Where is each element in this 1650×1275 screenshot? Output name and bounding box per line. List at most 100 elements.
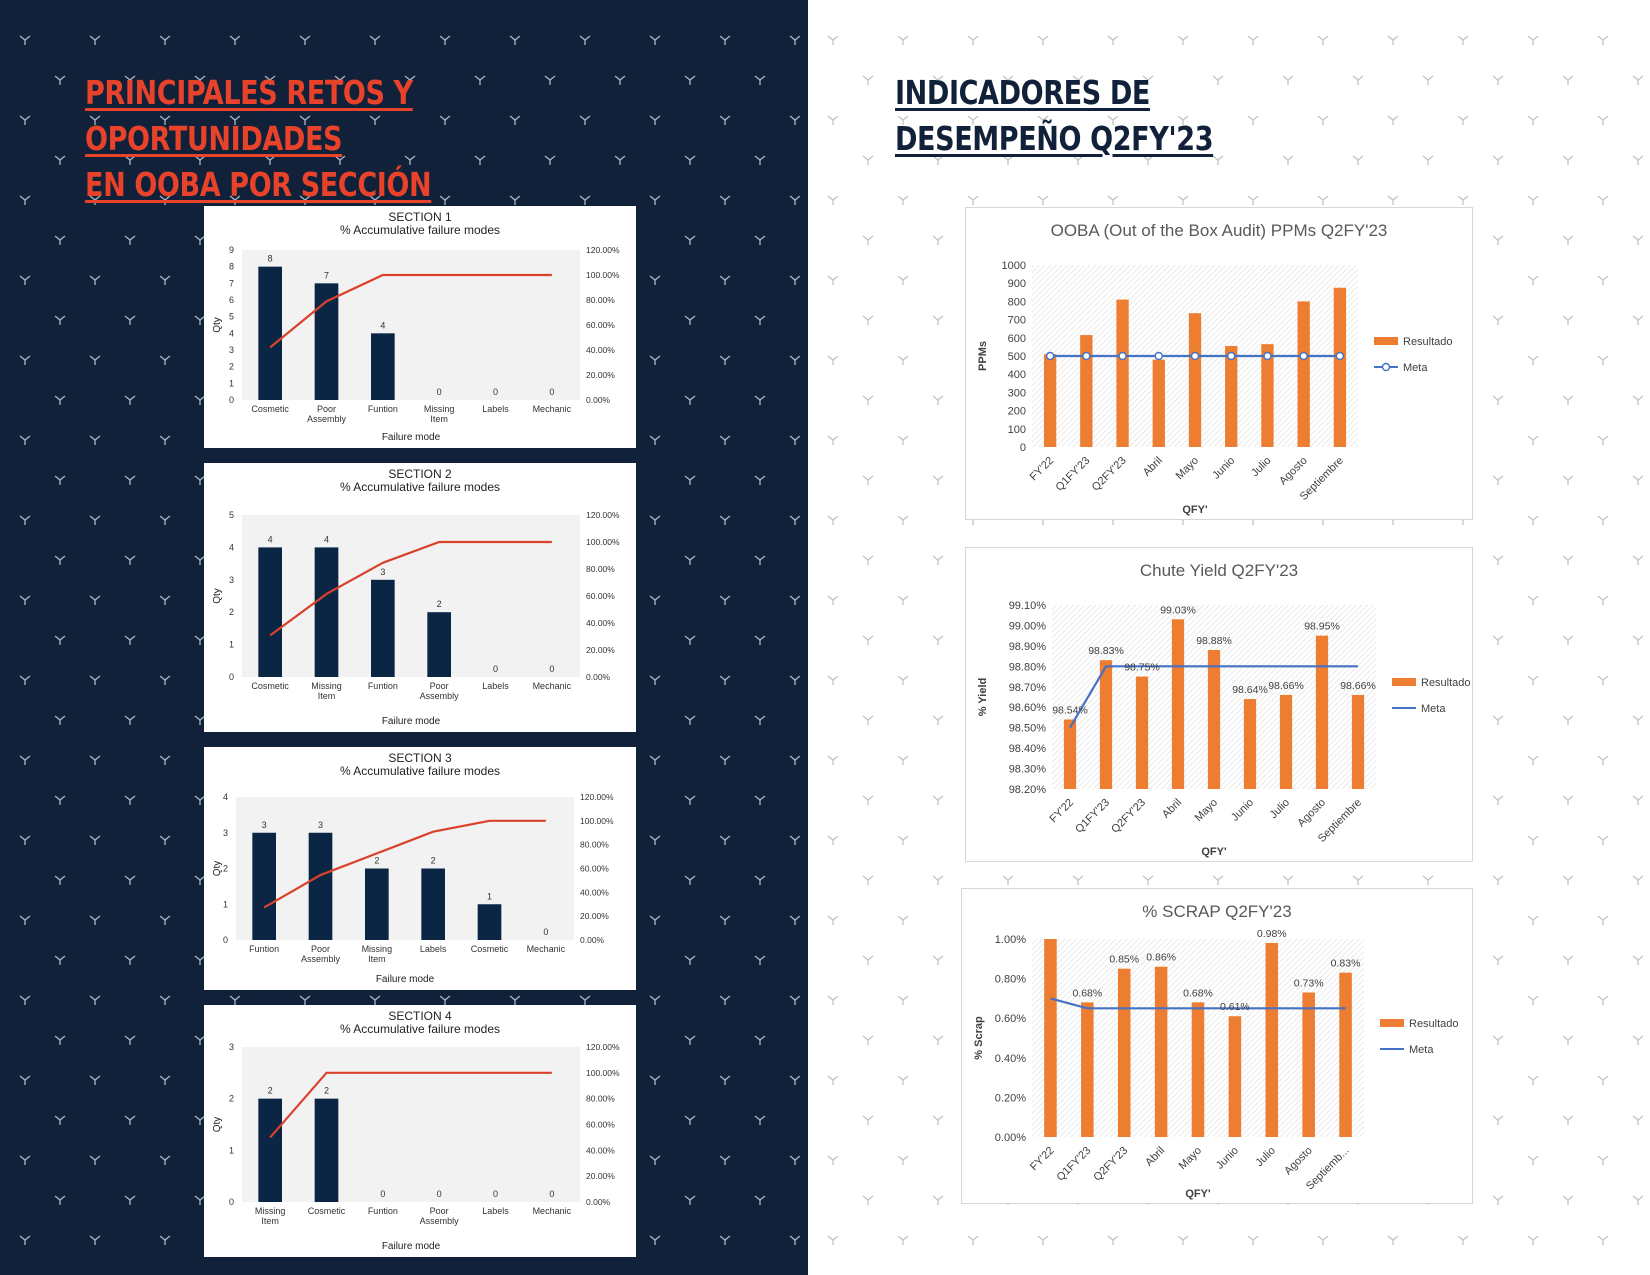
y-glyph-icon xyxy=(649,1155,661,1165)
y-glyph-icon xyxy=(862,475,874,485)
bar xyxy=(1333,287,1347,447)
y-glyph-icon xyxy=(1247,115,1259,125)
chart-title: SECTION 4 xyxy=(388,1009,452,1023)
y-glyph-icon xyxy=(932,395,944,405)
y-glyph-icon xyxy=(862,555,874,565)
y2-tick-label: 0.00% xyxy=(586,672,611,682)
y-glyph-icon xyxy=(1597,515,1609,525)
y-tick-label: 200 xyxy=(1008,406,1026,418)
y-glyph-icon xyxy=(684,715,696,725)
y-glyph-icon xyxy=(827,115,839,125)
y-tick-label: 0 xyxy=(229,672,234,682)
data-label: 98.95% xyxy=(1304,621,1340,633)
y-glyph-icon xyxy=(754,1195,766,1205)
data-label: 0 xyxy=(549,1189,554,1199)
y-glyph-icon xyxy=(19,675,31,685)
y-glyph-icon xyxy=(827,675,839,685)
y-glyph-icon xyxy=(789,275,801,285)
x-tick-label: Q1FY'23 xyxy=(1055,1145,1094,1184)
y-glyph-icon xyxy=(89,595,101,605)
y-tick-label: 99.10% xyxy=(1009,600,1047,612)
data-label: 0.85% xyxy=(1109,954,1139,966)
bar xyxy=(427,612,451,677)
y2-tick-label: 80.00% xyxy=(586,1094,615,1104)
y-glyph-icon xyxy=(54,875,66,885)
y-glyph-icon xyxy=(614,155,626,165)
y-glyph-icon xyxy=(159,35,171,45)
y-tick-label: 900 xyxy=(1008,278,1026,290)
data-label: 2 xyxy=(324,1086,329,1096)
y-glyph-icon xyxy=(19,1075,31,1085)
x-tick-label: Q1FY'23 xyxy=(1054,455,1093,494)
chart-subtitle: % Accumulative failure modes xyxy=(340,764,500,778)
y-glyph-icon xyxy=(124,795,136,805)
left-heading-line2: EN OOBA POR SECCIÓN xyxy=(85,165,432,204)
data-label: 8 xyxy=(268,254,273,264)
x-tick-label: Funtion xyxy=(368,404,398,414)
y-glyph-icon xyxy=(1527,1235,1539,1245)
y-tick-label: 0 xyxy=(229,395,234,405)
y-glyph-icon xyxy=(649,1075,661,1085)
y-glyph-icon xyxy=(544,75,556,85)
y-glyph-icon xyxy=(862,315,874,325)
y-glyph-icon xyxy=(1422,875,1434,885)
x-tick-label: Mayo xyxy=(1193,797,1221,825)
y-glyph-icon xyxy=(897,355,909,365)
y-glyph-icon xyxy=(1072,155,1084,165)
x-tick-label: Mechanic xyxy=(533,1206,572,1216)
x-tick-label: FY'22 xyxy=(1028,1145,1057,1174)
data-label: 0 xyxy=(549,387,554,397)
y-glyph-icon xyxy=(264,75,276,85)
y-glyph-icon xyxy=(684,555,696,565)
x-tick-label: Cosmetic xyxy=(471,944,509,954)
y2-tick-label: 100.00% xyxy=(580,816,614,826)
x-tick-label: Mechanic xyxy=(533,404,572,414)
bar xyxy=(1297,301,1310,447)
section3-chart-card: SECTION 3% Accumulative failure modes 0 1 2… xyxy=(204,747,636,990)
y-glyph-icon xyxy=(19,1235,31,1245)
y-glyph-icon xyxy=(1632,1195,1644,1205)
y-glyph-icon xyxy=(684,155,696,165)
data-label: 3 xyxy=(262,820,267,830)
y-glyph-icon xyxy=(1387,35,1399,45)
y-glyph-icon xyxy=(897,275,909,285)
y-glyph-icon xyxy=(509,995,521,1005)
y-glyph-icon xyxy=(684,1115,696,1125)
y-glyph-icon xyxy=(932,475,944,485)
y-glyph-icon xyxy=(1527,275,1539,285)
y-tick-label: 100 xyxy=(1008,424,1026,436)
y-glyph-icon xyxy=(1527,515,1539,525)
y-glyph-icon xyxy=(827,1155,839,1165)
y-tick-label: 2 xyxy=(229,1094,234,1104)
y-glyph-icon xyxy=(862,1115,874,1125)
y-glyph-icon xyxy=(1597,355,1609,365)
y-glyph-icon xyxy=(754,235,766,245)
y-glyph-icon xyxy=(579,115,591,125)
y-glyph-icon xyxy=(1597,115,1609,125)
y-glyph-icon xyxy=(509,115,521,125)
x-tick-label: Labels xyxy=(420,944,447,954)
y-glyph-icon xyxy=(1317,195,1329,205)
right-heading-line1: INDICADORES DE xyxy=(895,73,1150,112)
section3-chart: SECTION 3% Accumulative failure modes012… xyxy=(212,751,614,985)
y-glyph-icon xyxy=(897,515,909,525)
y-glyph-icon xyxy=(19,355,31,365)
y-glyph-icon xyxy=(862,1035,874,1045)
y-glyph-icon xyxy=(897,1235,909,1245)
bar xyxy=(1225,345,1238,447)
y-tick-label: 3 xyxy=(223,828,228,838)
y-glyph-icon xyxy=(159,195,171,205)
y-glyph-icon xyxy=(1527,595,1539,605)
y-tick-label: 0.80% xyxy=(995,974,1026,986)
y-glyph-icon xyxy=(159,995,171,1005)
y-axis-label: % Yield xyxy=(977,678,989,717)
data-label: 1 xyxy=(487,891,492,901)
y-glyph-icon xyxy=(1282,875,1294,885)
y-glyph-icon xyxy=(1632,315,1644,325)
y-glyph-icon xyxy=(932,955,944,965)
meta-line xyxy=(1050,997,1346,1010)
y-glyph-icon xyxy=(827,195,839,205)
y-tick-label: 5 xyxy=(229,510,234,520)
y-glyph-icon xyxy=(719,435,731,445)
y-glyph-icon xyxy=(1282,75,1294,85)
